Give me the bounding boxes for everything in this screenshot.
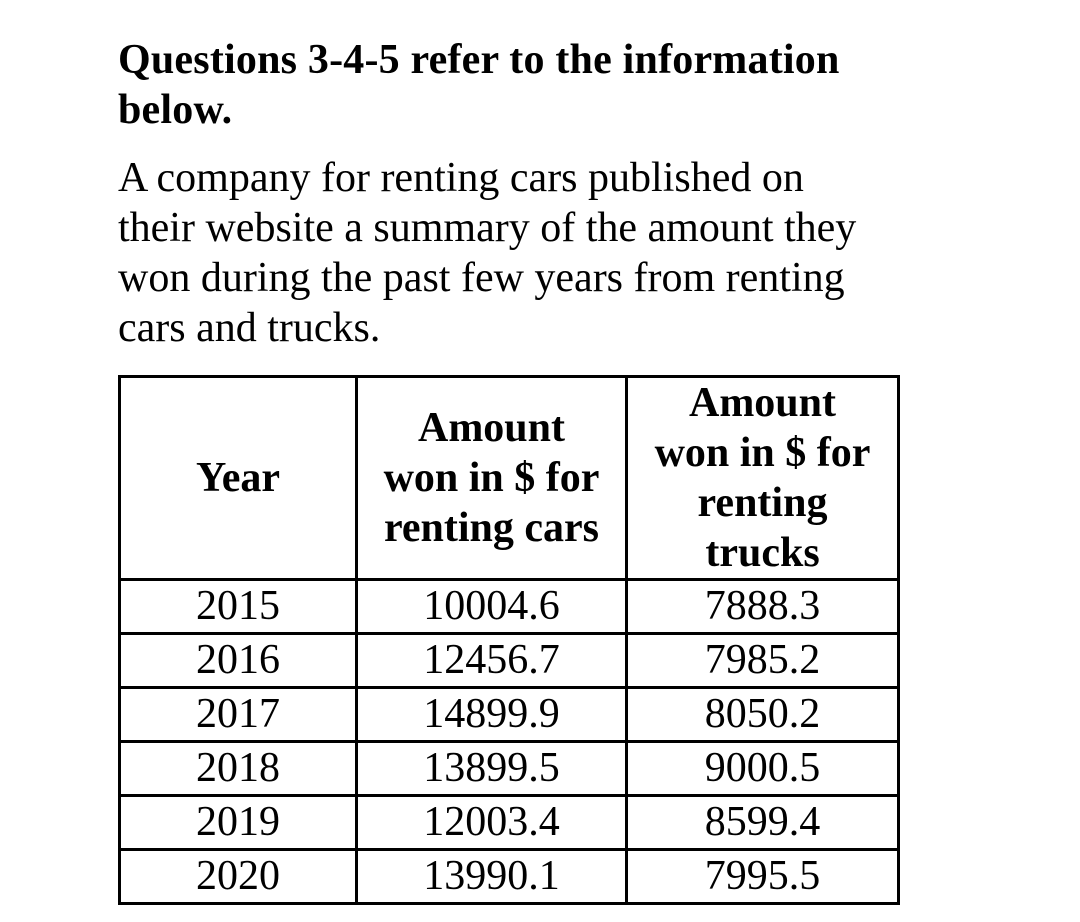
col-header-cars-line-1: Amount	[417, 405, 566, 451]
table-row: 2015 10004.6 7888.3	[118, 578, 900, 635]
trucks-amount-cell: 7995.5	[625, 848, 900, 905]
table-row: 2018 13899.5 9000.5	[118, 740, 900, 797]
col-header-cars: Amount won in $ for renting cars	[355, 375, 628, 581]
table-header-row: Year Amount won in $ for renting cars Am…	[118, 375, 900, 581]
cars-amount-cell: 12003.4	[355, 794, 628, 851]
year-cell: 2015	[118, 578, 358, 635]
section-heading: Questions 3-4-5 refer to the information…	[118, 35, 1080, 135]
heading-line-2: below.	[118, 87, 233, 133]
col-header-cars-line-2: won in $ for	[383, 455, 600, 501]
year-cell: 2020	[118, 848, 358, 905]
col-header-trucks-line-1: Amount	[688, 380, 837, 426]
paragraph-line-4: cars and trucks.	[118, 305, 381, 351]
trucks-amount-cell: 7985.2	[625, 632, 900, 689]
year-cell: 2017	[118, 686, 358, 743]
paragraph-line-2: their website a summary of the amount th…	[118, 205, 857, 251]
table-row: 2017 14899.9 8050.2	[118, 686, 900, 743]
col-header-trucks: Amount won in $ for renting trucks	[625, 375, 900, 581]
year-cell: 2016	[118, 632, 358, 689]
trucks-amount-cell: 8050.2	[625, 686, 900, 743]
cars-amount-cell: 10004.6	[355, 578, 628, 635]
col-header-year: Year	[118, 375, 358, 581]
year-cell: 2019	[118, 794, 358, 851]
cars-amount-cell: 12456.7	[355, 632, 628, 689]
cars-amount-cell: 13990.1	[355, 848, 628, 905]
col-header-trucks-line-2: won in $ for	[654, 430, 871, 476]
paragraph-line-1: A company for renting cars published on	[118, 155, 804, 201]
cars-amount-cell: 13899.5	[355, 740, 628, 797]
trucks-amount-cell: 8599.4	[625, 794, 900, 851]
trucks-amount-cell: 7888.3	[625, 578, 900, 635]
table-row: 2016 12456.7 7985.2	[118, 632, 900, 689]
heading-line-1: Questions 3-4-5 refer to the information	[118, 37, 840, 83]
col-header-trucks-line-3: renting	[697, 480, 828, 526]
intro-paragraph: A company for renting cars published on …	[118, 153, 1080, 353]
trucks-amount-cell: 9000.5	[625, 740, 900, 797]
year-cell: 2018	[118, 740, 358, 797]
cars-amount-cell: 14899.9	[355, 686, 628, 743]
rental-amounts-table: Year Amount won in $ for renting cars Am…	[118, 375, 900, 905]
col-header-cars-line-3: renting cars	[383, 505, 600, 551]
col-header-year-line: Year	[196, 455, 280, 501]
paragraph-line-3: won during the past few years from renti…	[118, 255, 845, 301]
col-header-trucks-line-4: trucks	[705, 530, 820, 576]
table-row: 2019 12003.4 8599.4	[118, 794, 900, 851]
table-row: 2020 13990.1 7995.5	[118, 848, 900, 905]
